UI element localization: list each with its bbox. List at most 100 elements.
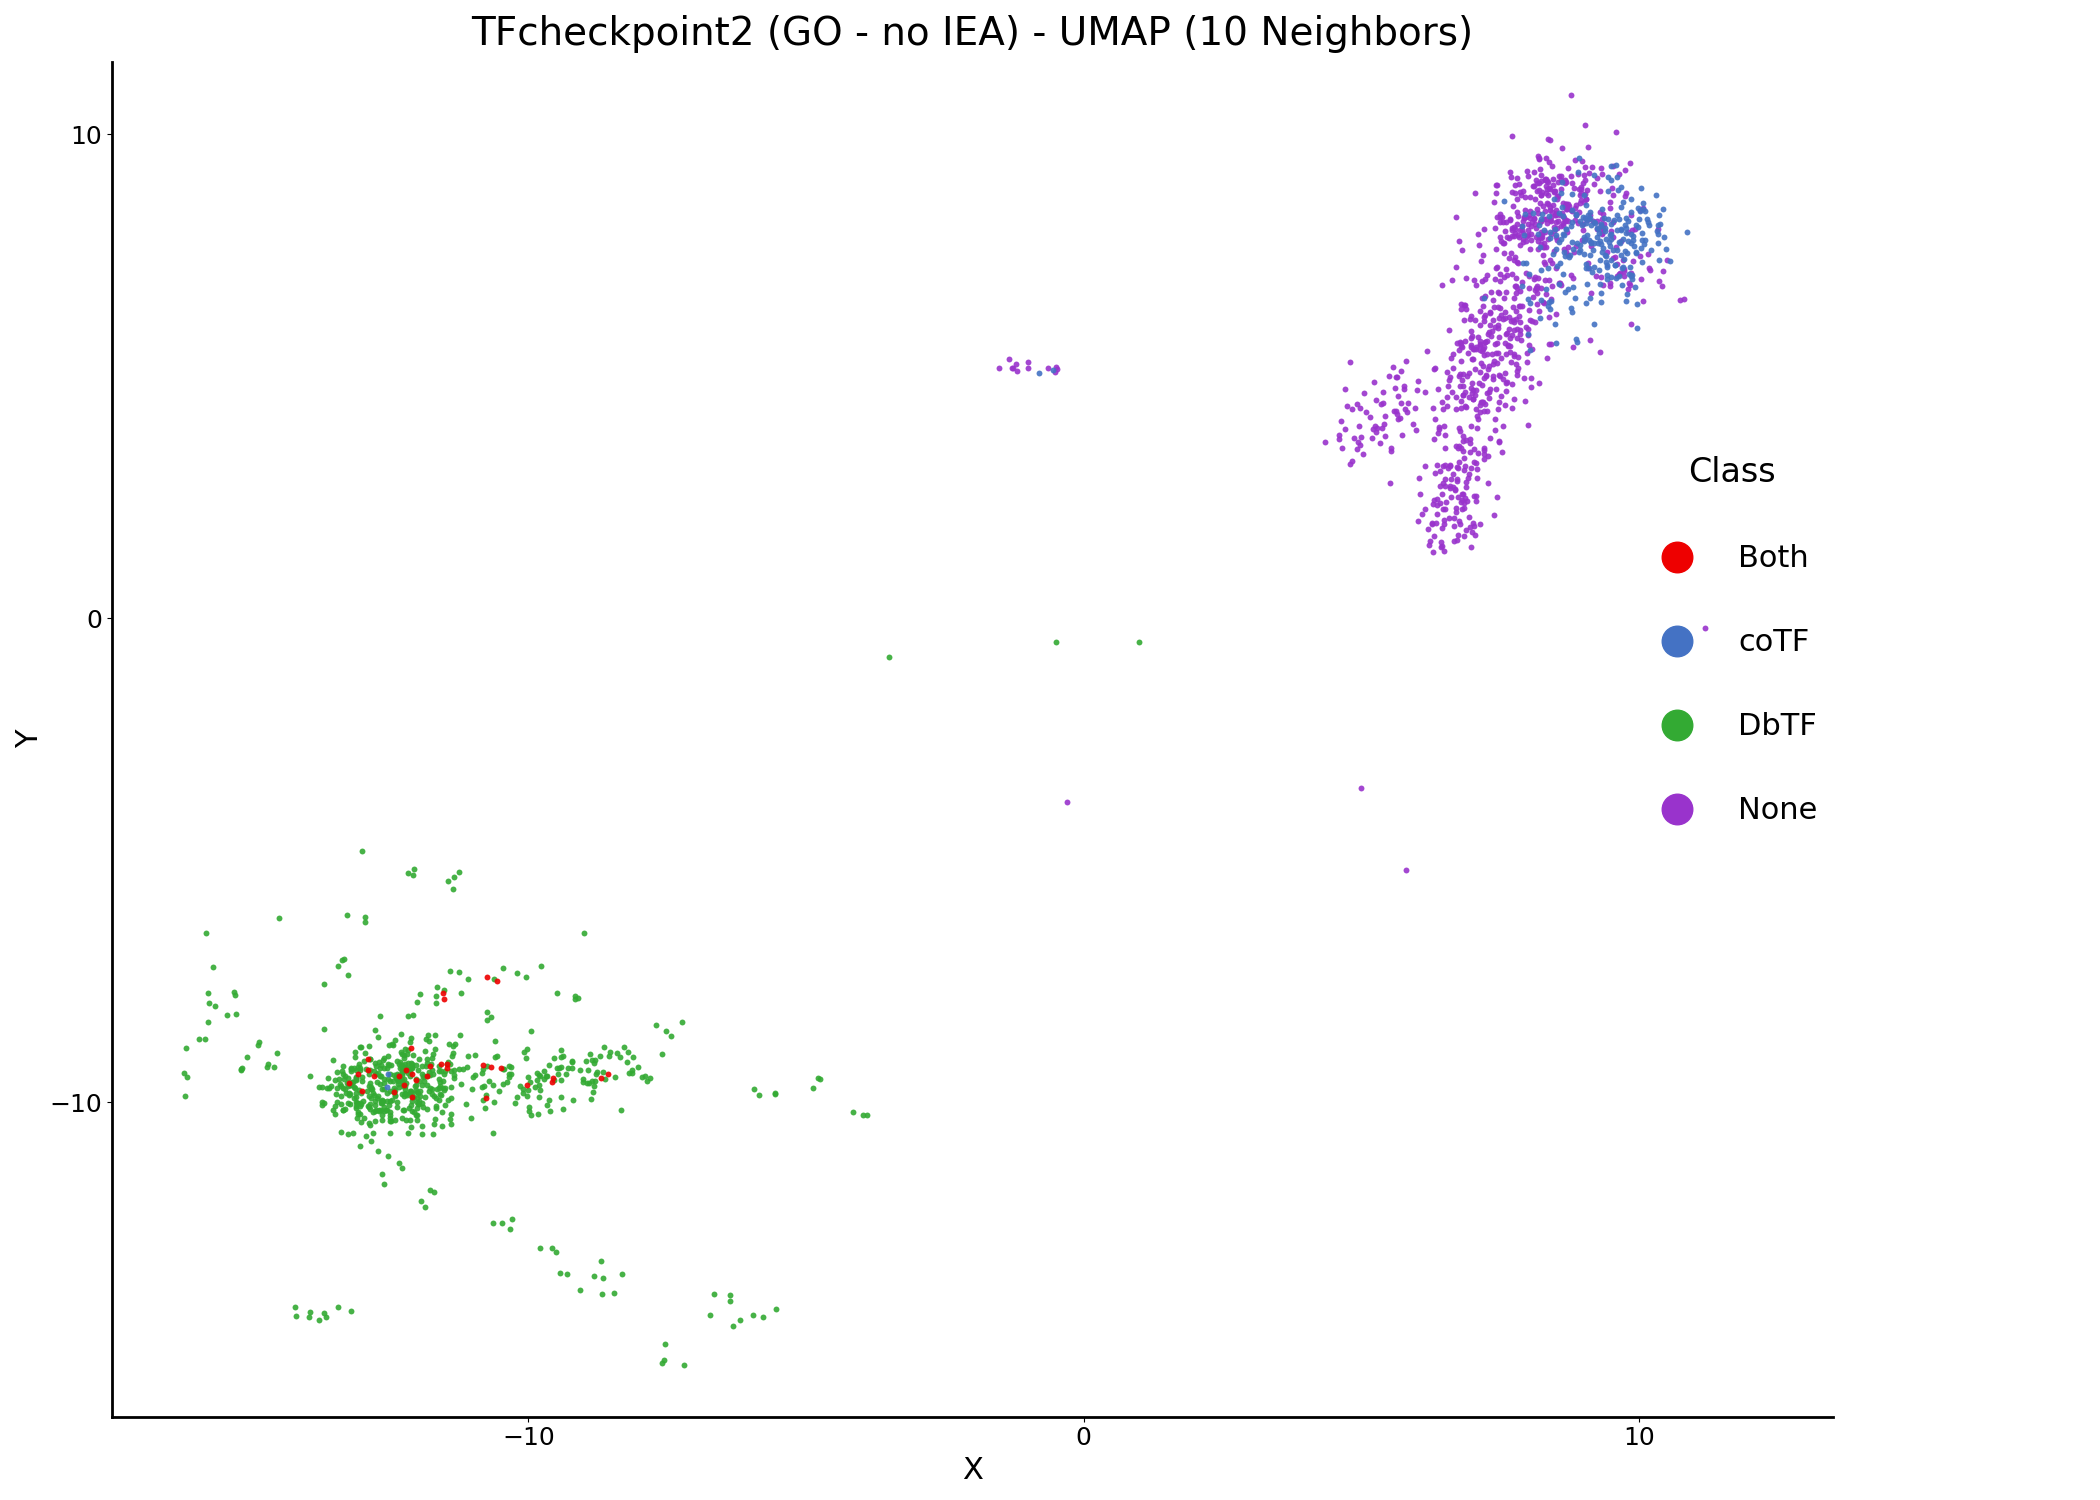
Point: [1424, 459, 1457, 483]
Point: [1415, 512, 1449, 536]
Point: [1506, 209, 1539, 232]
Point: [422, 1066, 456, 1090]
Point: [395, 1082, 428, 1106]
Point: [1455, 333, 1489, 357]
Point: [361, 1083, 395, 1107]
Point: [302, 1076, 336, 1100]
Point: [479, 1046, 512, 1070]
Point: [1455, 456, 1489, 480]
Point: [1418, 427, 1451, 451]
Point: [1323, 427, 1357, 451]
Point: [1518, 310, 1552, 334]
Point: [420, 1086, 454, 1110]
Point: [1506, 270, 1539, 294]
Point: [607, 1035, 640, 1059]
Point: [403, 1092, 437, 1116]
Point: [1609, 220, 1642, 245]
Point: [1583, 290, 1617, 314]
Point: [1594, 226, 1628, 251]
Point: [1445, 488, 1478, 512]
Point: [1438, 204, 1472, 228]
Point: [422, 1059, 456, 1083]
Point: [1497, 310, 1531, 334]
Point: [1348, 399, 1382, 423]
Point: [1567, 242, 1600, 266]
Point: [1504, 310, 1537, 334]
Point: [1602, 264, 1636, 288]
Point: [1497, 172, 1531, 196]
Point: [1464, 513, 1497, 537]
Point: [1632, 256, 1665, 280]
Point: [1569, 207, 1602, 231]
Point: [1502, 345, 1535, 369]
Point: [399, 1102, 433, 1126]
Point: [1483, 210, 1516, 234]
Point: [1466, 354, 1499, 378]
Point: [1560, 234, 1594, 258]
Point: [1558, 286, 1592, 310]
Point: [1470, 328, 1504, 352]
Point: [1533, 291, 1567, 315]
Point: [311, 1076, 344, 1100]
Point: [401, 1058, 435, 1082]
Point: [313, 1076, 346, 1100]
Point: [1487, 231, 1520, 255]
Point: [1594, 196, 1628, 220]
Point: [1606, 258, 1640, 282]
Point: [307, 1090, 340, 1114]
Point: [1573, 202, 1607, 226]
Point: [536, 1066, 569, 1090]
Point: [1544, 214, 1577, 238]
Point: [342, 1052, 376, 1076]
Point: [1548, 206, 1581, 230]
Point: [1388, 398, 1422, 422]
Point: [1499, 316, 1533, 340]
Point: [1411, 532, 1445, 556]
Point: [1472, 386, 1506, 410]
Point: [197, 956, 231, 980]
Point: [603, 1046, 636, 1070]
Point: [1308, 430, 1342, 454]
Point: [1499, 308, 1533, 332]
Point: [1560, 202, 1594, 226]
Point: [1522, 147, 1556, 171]
Point: [1470, 363, 1504, 387]
Point: [340, 1096, 374, 1120]
Point: [1399, 396, 1432, 420]
Point: [1428, 453, 1462, 477]
Point: [1457, 514, 1491, 538]
Point: [470, 1000, 504, 1024]
Point: [309, 1305, 342, 1329]
Point: [1520, 282, 1554, 306]
Point: [1546, 192, 1579, 216]
Point: [370, 1098, 403, 1122]
Point: [1497, 182, 1531, 206]
Point: [422, 1088, 456, 1112]
Point: [1445, 396, 1478, 420]
Point: [1472, 320, 1506, 344]
Point: [1533, 222, 1567, 246]
Point: [1491, 370, 1525, 394]
Point: [1522, 190, 1556, 214]
Point: [519, 1074, 552, 1098]
Point: [1489, 370, 1522, 394]
Point: [693, 1304, 727, 1328]
Point: [1556, 198, 1590, 222]
Point: [401, 1096, 435, 1120]
Point: [357, 1083, 391, 1107]
Point: [365, 1053, 399, 1077]
Point: [991, 346, 1025, 370]
Point: [250, 1054, 284, 1078]
Point: [1468, 303, 1502, 327]
Point: [1617, 224, 1651, 248]
Point: [1430, 360, 1464, 384]
Point: [1583, 232, 1617, 256]
Point: [1348, 381, 1382, 405]
Point: [1560, 201, 1594, 225]
Point: [435, 1086, 468, 1110]
Point: [1493, 333, 1527, 357]
Point: [1497, 214, 1531, 238]
Point: [1552, 192, 1586, 216]
Point: [1436, 530, 1470, 554]
Point: [1646, 196, 1680, 220]
